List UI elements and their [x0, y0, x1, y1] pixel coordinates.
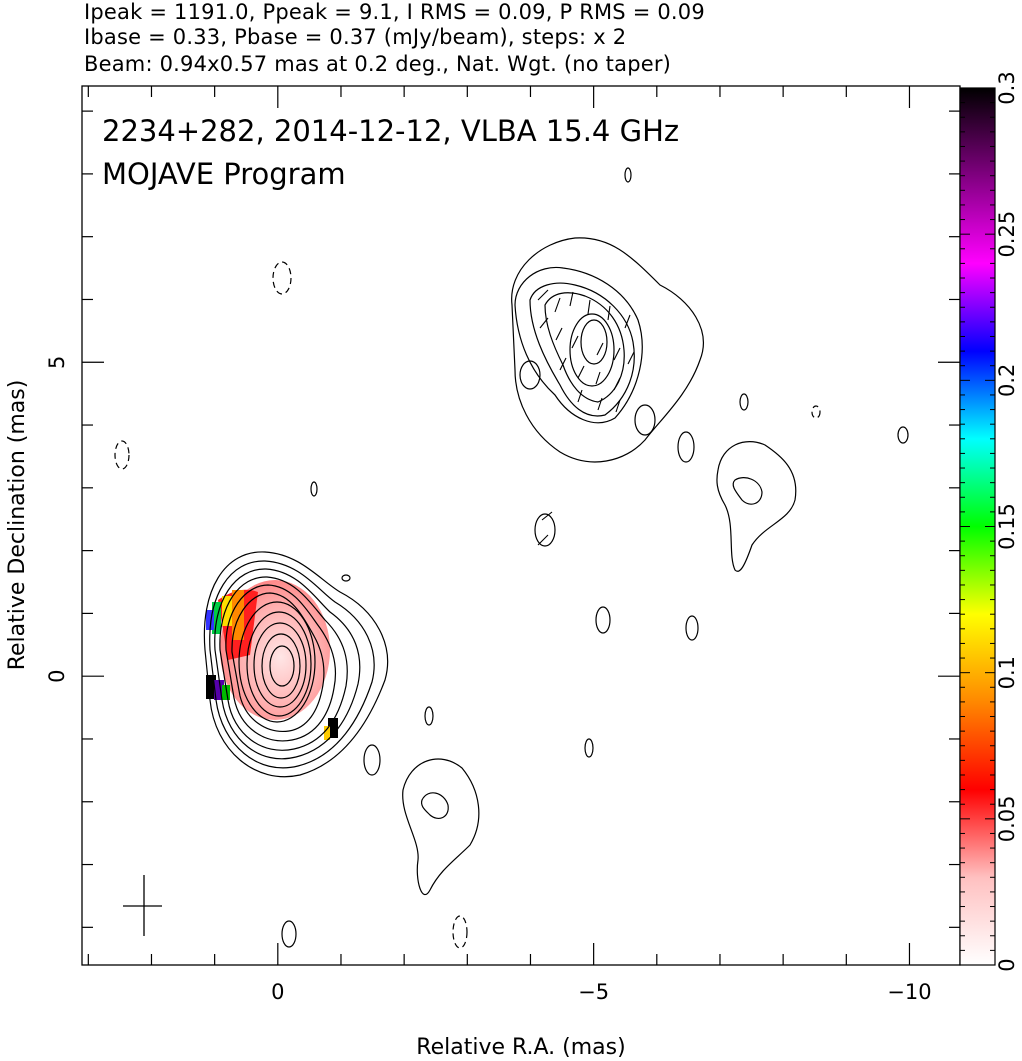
colorbar-tick-label: 0.1: [995, 656, 1019, 689]
beam-cross: [123, 875, 162, 936]
x-tick-label: −5: [578, 980, 609, 1004]
y-tick-label: 0: [45, 669, 69, 682]
y-axis-label: Relative Declination (mas): [5, 380, 30, 671]
evpa-vectors: [537, 289, 635, 546]
header-peak-line: Ipeak = 1191.0, Ppeak = 9.1, I RMS = 0.0…: [84, 0, 705, 24]
x-tick-label: 0: [271, 980, 284, 1004]
plot-frame: [81, 85, 961, 966]
colorbar-tick-label: 0.25: [995, 211, 1019, 258]
axis-ticks: [82, 86, 960, 965]
core-contours: [203, 551, 389, 778]
colorbar-tick-label: 0.05: [995, 795, 1019, 842]
x-axis-label: Relative R.A. (mas): [416, 1035, 625, 1060]
y-tick-label: 5: [45, 356, 69, 369]
colorbar-ticks: [960, 87, 995, 966]
colorbar-tick-label: 0.15: [995, 503, 1019, 550]
axis-tick-labels: 0 −5 −10 0 5 0 0.05 0.1 0.15 0.2 0.25 0.3: [45, 71, 1019, 1004]
jet-contours: [281, 167, 909, 948]
chart-title: 2234+282, 2014-12-12, VLBA 15.4 GHz: [102, 114, 679, 148]
header-beam-line: Beam: 0.94x0.57 mas at 0.2 deg., Nat. Wg…: [84, 52, 672, 76]
header-base-line: Ibase = 0.33, Pbase = 0.37 (mJy/beam), s…: [84, 25, 627, 49]
colorbar-tick-label: 0.2: [995, 364, 1019, 397]
negative-contours: [114, 261, 821, 949]
chart-subtitle: MOJAVE Program: [102, 157, 346, 191]
colorbar-tick-label: 0.3: [995, 71, 1019, 104]
x-tick-label: −10: [887, 980, 931, 1004]
colorbar-tick-label: 0: [995, 958, 1019, 971]
